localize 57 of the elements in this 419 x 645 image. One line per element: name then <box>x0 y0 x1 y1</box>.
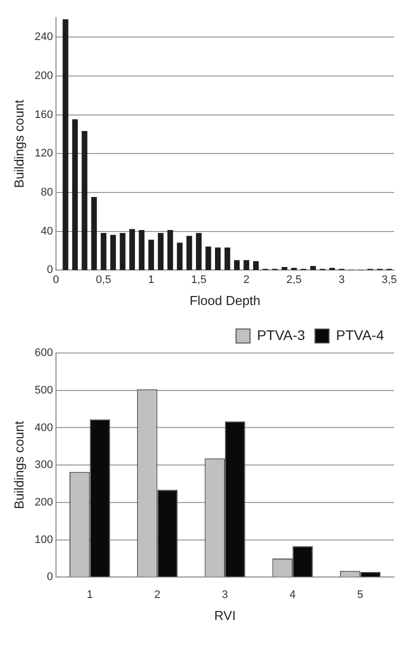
bar <box>72 119 78 270</box>
bar <box>186 236 192 270</box>
x-axis-title: Flood Depth <box>190 292 260 308</box>
y-tick-label: 600 <box>34 347 53 360</box>
bar <box>224 248 230 270</box>
x-tick-label: 1 <box>86 588 93 601</box>
bar <box>158 232 164 270</box>
bar <box>244 260 250 270</box>
x-tick-label: 1,5 <box>191 274 206 286</box>
y-tick-label: 240 <box>34 31 53 44</box>
x-tick-label: 3 <box>338 274 345 286</box>
legend-label: PTVA-4 <box>336 326 384 343</box>
bar <box>138 230 144 270</box>
x-tick-label: 2 <box>154 588 160 601</box>
bar <box>310 266 316 270</box>
bar <box>100 232 106 270</box>
bar <box>291 268 297 270</box>
y-axis-title: Buildings count <box>11 420 26 510</box>
bar <box>82 130 88 270</box>
y-tick-label: 120 <box>34 148 53 160</box>
y-tick-label: 500 <box>34 384 53 396</box>
x-tick-label: 1 <box>148 274 154 286</box>
x-axis-title: RVI <box>214 608 236 623</box>
x-tick-label: 5 <box>357 588 364 601</box>
bar <box>176 242 183 270</box>
bar <box>329 268 335 270</box>
x-tick-label: 4 <box>290 588 296 601</box>
bar <box>215 248 221 270</box>
y-tick-label: 160 <box>34 108 53 121</box>
x-tick-label: 3 <box>222 588 228 601</box>
x-tick-label: 0,5 <box>96 274 112 286</box>
bar <box>110 234 116 270</box>
bar <box>148 240 154 270</box>
x-tick-label: 3,5 <box>382 274 397 286</box>
bar <box>282 266 288 270</box>
bar <box>234 260 240 270</box>
y-tick-label: 0 <box>46 264 53 276</box>
y-tick-label: 100 <box>34 534 53 546</box>
y-tick-label: 80 <box>40 186 53 199</box>
y-tick-label: 40 <box>40 225 53 238</box>
y-tick-label: 400 <box>34 422 53 434</box>
x-tick-label: 2 <box>243 274 250 286</box>
bar <box>129 229 135 270</box>
y-tick-label: 300 <box>34 459 53 472</box>
bar <box>120 232 126 270</box>
bar <box>91 197 97 270</box>
bar <box>253 261 259 270</box>
y-tick-label: 200 <box>34 496 53 508</box>
y-axis-title: Buildings count <box>11 99 26 188</box>
bar <box>205 246 212 270</box>
legend-label: PTVA-3 <box>257 326 306 343</box>
x-tick-label: 2,5 <box>286 274 302 286</box>
bar <box>196 232 202 270</box>
bar <box>62 19 68 270</box>
bar <box>167 230 174 270</box>
y-tick-label: 0 <box>46 571 53 584</box>
y-tick-label: 200 <box>34 70 53 82</box>
